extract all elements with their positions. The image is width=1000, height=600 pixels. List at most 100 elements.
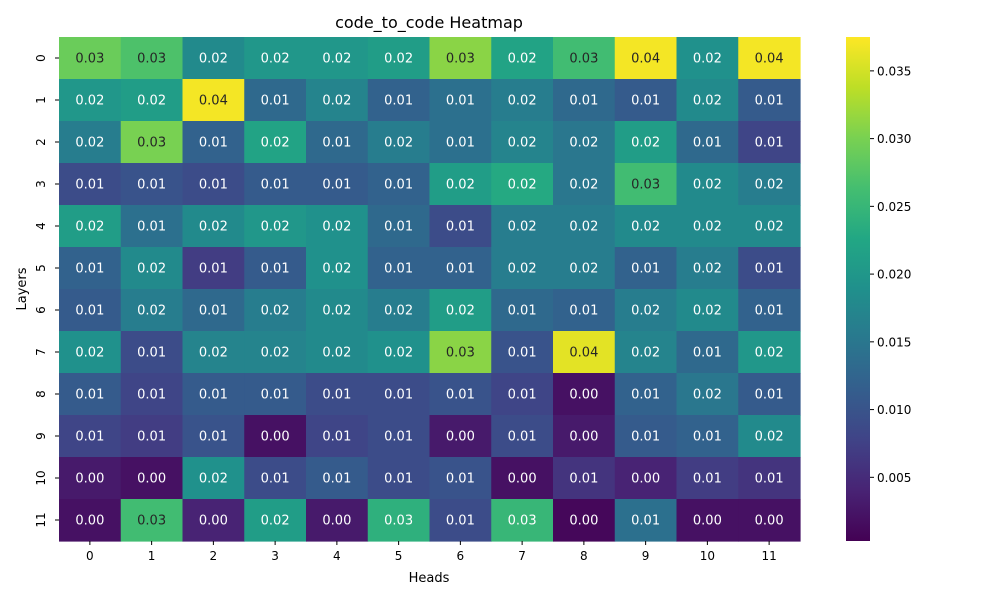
heatmap-cell bbox=[491, 121, 554, 164]
cell-label: 0.01 bbox=[199, 304, 228, 319]
heatmap-cell bbox=[367, 247, 431, 290]
x-tick-label: 3 bbox=[271, 549, 279, 563]
heatmap-cell bbox=[614, 163, 678, 206]
cell-label: 0.00 bbox=[322, 514, 351, 529]
cell-label: 0.02 bbox=[755, 346, 784, 361]
cell-label: 0.01 bbox=[693, 136, 722, 151]
x-tick-label: 1 bbox=[148, 549, 156, 563]
heatmap-cell bbox=[59, 457, 122, 500]
y-tick-label: 4 bbox=[34, 222, 48, 230]
cell-label: 0.01 bbox=[322, 136, 351, 151]
heatmap-cell bbox=[306, 415, 369, 458]
heatmap-cell bbox=[182, 457, 245, 500]
cell-label: 0.02 bbox=[261, 514, 290, 529]
heatmap-cell bbox=[120, 205, 184, 248]
heatmap-cell bbox=[429, 289, 492, 332]
cell-label: 0.02 bbox=[631, 136, 660, 151]
heatmap-cell bbox=[244, 331, 307, 374]
heatmap-cell bbox=[244, 415, 307, 458]
heatmap-cell bbox=[429, 499, 492, 542]
heatmap-cell bbox=[614, 499, 678, 542]
cell-label: 0.01 bbox=[137, 220, 166, 235]
heatmap-cell bbox=[491, 247, 554, 290]
heatmap-cell bbox=[244, 121, 307, 164]
heatmap-cell bbox=[553, 37, 616, 80]
cell-label: 0.01 bbox=[384, 472, 413, 487]
heatmap-cell bbox=[676, 415, 739, 458]
y-tick-label: 10 bbox=[34, 470, 48, 485]
heatmap-cell bbox=[182, 499, 245, 542]
heatmap-cell bbox=[738, 247, 801, 290]
cell-label: 0.01 bbox=[384, 178, 413, 193]
heatmap-cells bbox=[59, 37, 801, 542]
heatmap-cell bbox=[676, 289, 739, 332]
heatmap-cell bbox=[491, 415, 554, 458]
heatmap-cell bbox=[59, 205, 122, 248]
cell-label: 0.01 bbox=[75, 304, 104, 319]
cell-label: 0.03 bbox=[446, 52, 475, 67]
heatmap-cell bbox=[614, 247, 678, 290]
cell-label: 0.01 bbox=[75, 430, 104, 445]
y-tick-label: 2 bbox=[34, 138, 48, 146]
x-tick-label: 7 bbox=[518, 549, 526, 563]
cell-label: 0.02 bbox=[446, 178, 475, 193]
heatmap-cell bbox=[367, 499, 431, 542]
cell-label: 0.02 bbox=[137, 304, 166, 319]
cell-label: 0.01 bbox=[508, 304, 537, 319]
heatmap-cell bbox=[182, 289, 245, 332]
colorbar-gradient bbox=[846, 37, 870, 541]
heatmap-cell bbox=[676, 37, 739, 80]
heatmap-cell bbox=[59, 415, 122, 458]
cell-label: 0.02 bbox=[569, 220, 598, 235]
cell-label: 0.01 bbox=[137, 178, 166, 193]
heatmap-cell bbox=[738, 373, 801, 416]
heatmap-cell bbox=[491, 79, 554, 122]
heatmap-cell bbox=[367, 373, 431, 416]
cell-label: 0.02 bbox=[322, 262, 351, 277]
heatmap-cell bbox=[244, 373, 307, 416]
heatmap-cell bbox=[553, 205, 616, 248]
y-tick-label: 1 bbox=[34, 96, 48, 104]
heatmap-cell bbox=[738, 121, 801, 164]
heatmap-cell bbox=[182, 37, 245, 80]
cell-label: 0.02 bbox=[508, 220, 537, 235]
cell-label: 0.04 bbox=[199, 94, 228, 109]
cell-label: 0.01 bbox=[569, 304, 598, 319]
cell-label: 0.04 bbox=[755, 52, 784, 67]
x-tick-label: 9 bbox=[642, 549, 650, 563]
cell-label: 0.02 bbox=[261, 346, 290, 361]
cell-label: 0.01 bbox=[384, 430, 413, 445]
heatmap-cell bbox=[429, 163, 492, 206]
heatmap-cell bbox=[59, 289, 122, 332]
heatmap-cell bbox=[244, 247, 307, 290]
heatmap-cell bbox=[676, 163, 739, 206]
colorbar-tick-label: 0.030 bbox=[877, 132, 911, 146]
heatmap-cell bbox=[738, 79, 801, 122]
heatmap-cell bbox=[244, 499, 307, 542]
heatmap-cell bbox=[553, 499, 616, 542]
cell-label: 0.02 bbox=[137, 262, 166, 277]
cell-label: 0.01 bbox=[446, 472, 475, 487]
heatmap-cell bbox=[120, 415, 184, 458]
heatmap-cell bbox=[676, 457, 739, 500]
heatmap-cell bbox=[182, 373, 245, 416]
cell-label: 0.01 bbox=[75, 178, 104, 193]
heatmap-cell bbox=[614, 289, 678, 332]
cell-label: 0.01 bbox=[755, 262, 784, 277]
cell-label: 0.02 bbox=[322, 94, 351, 109]
cell-label: 0.01 bbox=[446, 94, 475, 109]
cell-label: 0.02 bbox=[322, 304, 351, 319]
heatmap-cell bbox=[738, 331, 801, 374]
heatmap-cell bbox=[614, 373, 678, 416]
heatmap-cell bbox=[59, 79, 122, 122]
heatmap-cell bbox=[738, 499, 801, 542]
heatmap-cell bbox=[738, 457, 801, 500]
cell-label: 0.02 bbox=[569, 262, 598, 277]
y-tick-label: 0 bbox=[34, 54, 48, 62]
cell-label: 0.02 bbox=[755, 430, 784, 445]
cell-label: 0.02 bbox=[75, 94, 104, 109]
cell-label: 0.01 bbox=[569, 94, 598, 109]
heatmap-cell bbox=[367, 289, 431, 332]
heatmap-cell bbox=[182, 247, 245, 290]
heatmap-cell bbox=[614, 415, 678, 458]
